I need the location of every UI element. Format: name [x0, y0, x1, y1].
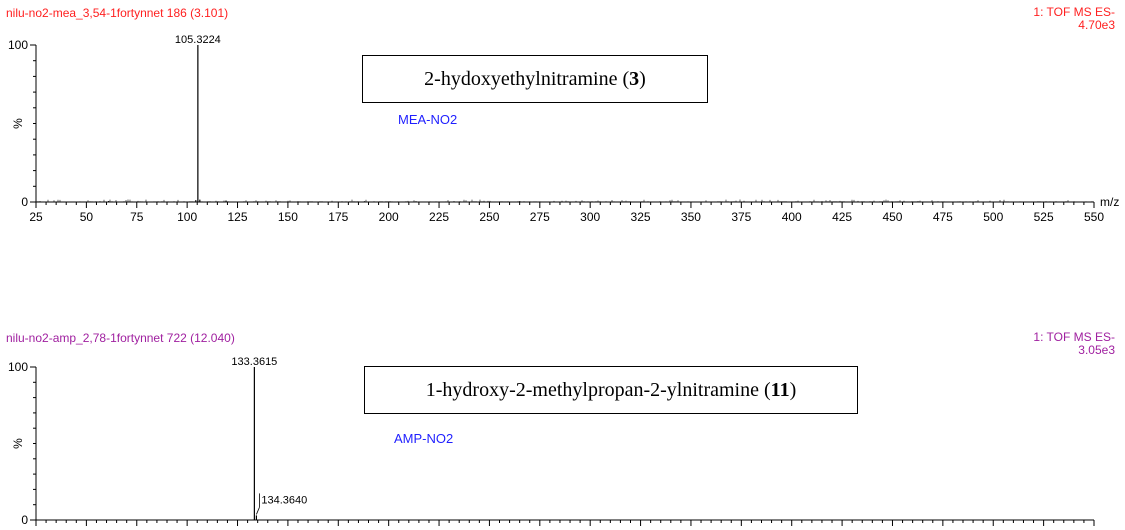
base-peak-intensity: 4.70e3	[1078, 18, 1115, 32]
x-tick-label: 475	[933, 210, 953, 224]
compound-tag: MEA-NO2	[398, 112, 458, 127]
structure-name: 2-hydoxyethylnitramine	[424, 67, 618, 90]
compound-tag: AMP-NO2	[394, 431, 454, 446]
ms-mode-info: 1: TOF MS ES- 4.70e3	[1033, 6, 1115, 32]
x-tick-label: 25	[29, 210, 43, 224]
y-tick-label: 100	[8, 360, 28, 374]
y-axis-label: %	[11, 438, 25, 449]
x-tick-label: 200	[379, 210, 399, 224]
x-tick-label: 100	[177, 210, 197, 224]
spectrum-panel-mea: nilu-no2-mea_3,54-1fortynnet 186 (3.101)…	[0, 0, 1125, 260]
structure-name: 1-hydroxy-2-methylpropan-2-ylnitramine	[425, 378, 759, 401]
x-tick-label: 450	[882, 210, 902, 224]
base-peak-intensity: 3.05e3	[1078, 343, 1115, 357]
structure-number: 3	[629, 67, 640, 90]
mass-spectrum-plot: 100 0% 25 50 75 100 125 150 175 200 225 250 275 300 32…	[8, 34, 1119, 224]
x-tick-label: 250	[479, 210, 499, 224]
x-tick-label: 50	[80, 210, 94, 224]
y-axis-label: %	[11, 118, 25, 129]
ms-mode-info: 1: TOF MS ES- 3.05e3	[1033, 331, 1115, 357]
peak-label-leader	[256, 507, 260, 515]
spectrum-header: nilu-no2-amp_2,78-1fortynnet 722 (12.040…	[6, 331, 235, 345]
x-tick-label: 75	[130, 210, 144, 224]
x-tick-label: 300	[580, 210, 600, 224]
x-tick-label: 525	[1034, 210, 1054, 224]
x-tick-label: 500	[983, 210, 1003, 224]
y-tick-label: 0	[21, 513, 28, 527]
peak-label: 134.3640	[261, 494, 307, 506]
x-tick-label: 325	[631, 210, 651, 224]
x-tick-label: 350	[681, 210, 701, 224]
structure-label-box: 2-hydoxyethylnitramine (3)	[362, 55, 708, 103]
x-axis-label: m/z	[1100, 195, 1119, 209]
x-tick-label: 550	[1084, 210, 1104, 224]
x-tick-label: 150	[278, 210, 298, 224]
baseline-noise	[37, 199, 1093, 202]
x-tick-label: 400	[782, 210, 802, 224]
peak-label: 105.3224	[175, 34, 221, 46]
ms-mode-label: 1: TOF MS ES-	[1033, 330, 1115, 344]
spectrum-panel-amp: nilu-no2-amp_2,78-1fortynnet 722 (12.040…	[0, 270, 1125, 530]
x-tick-label: 225	[429, 210, 449, 224]
structure-label-box: 1-hydroxy-2-methylpropan-2-ylnitramine (…	[364, 366, 858, 414]
x-tick-label: 175	[328, 210, 348, 224]
x-tick-label: 375	[731, 210, 751, 224]
structure-number: 11	[770, 378, 790, 401]
mass-spectrum-plot: 100 0% 133.3615 134.3640	[8, 356, 1095, 527]
x-tick-label: 425	[832, 210, 852, 224]
spectrum-header: nilu-no2-mea_3,54-1fortynnet 186 (3.101)	[6, 6, 229, 20]
y-tick-label: 100	[8, 38, 28, 52]
x-tick-label: 275	[530, 210, 550, 224]
ms-mode-label: 1: TOF MS ES-	[1033, 5, 1115, 19]
y-tick-label: 0	[21, 195, 28, 209]
x-tick-label: 125	[228, 210, 248, 224]
peak-label: 133.3615	[231, 356, 277, 368]
